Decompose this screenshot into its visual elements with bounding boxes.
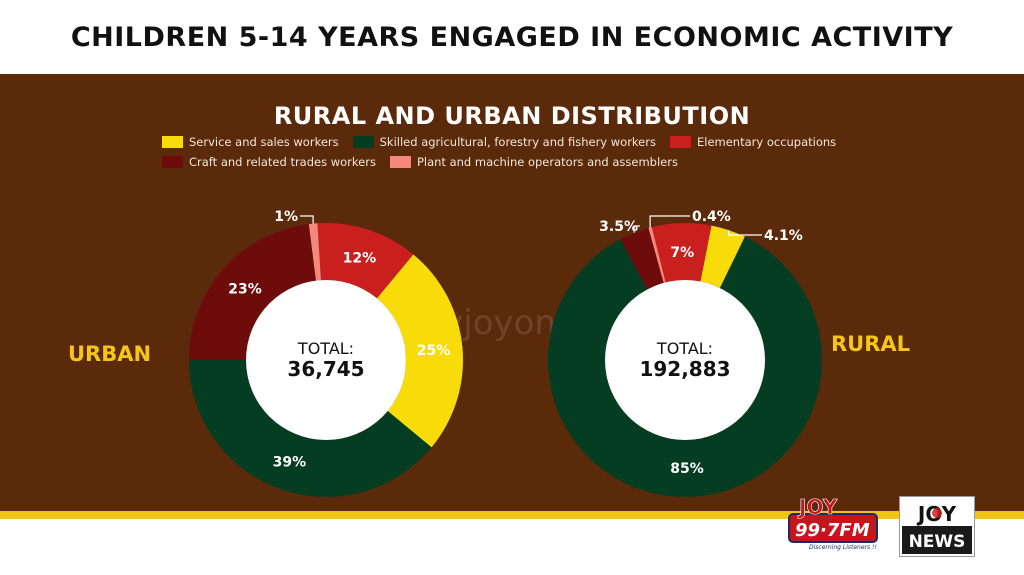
legend-row: Service and sales workers Skilled agricu… <box>162 132 882 152</box>
joy-fm-logo: JOY 99·7FM Discerning Listeners !! <box>787 494 879 552</box>
legend: Service and sales workers Skilled agricu… <box>162 132 882 172</box>
slice-label: 23% <box>228 282 262 298</box>
rural-donut-chart: 7% 4.1% 85% 3.5% 0.4% TOTAL:192,883 <box>548 209 822 497</box>
slice-label: 12% <box>343 250 377 266</box>
urban-donut-chart: 12% 25% 39% 23% 1% TOTAL:36,745 <box>189 209 463 498</box>
chart-panel: RURAL AND URBAN DISTRIBUTION Service and… <box>0 74 1024 511</box>
slice-label: 0.4% <box>692 209 731 225</box>
legend-label: Skilled agricultural, forestry and fishe… <box>379 135 656 149</box>
legend-label: Craft and related trades workers <box>189 155 376 169</box>
header: CHILDREN 5-14 YEARS ENGAGED IN ECONOMIC … <box>0 0 1024 74</box>
callout-line <box>727 230 762 236</box>
total-value: 36,745 <box>287 357 364 381</box>
donut-slice <box>189 360 432 498</box>
chart-subtitle: RURAL AND URBAN DISTRIBUTION <box>273 102 751 130</box>
gold-divider <box>0 511 1024 519</box>
legend-swatch <box>162 156 183 168</box>
donut-slice <box>620 227 664 290</box>
joy-news-bottom: NEWS <box>909 532 966 552</box>
donut-slice <box>317 223 414 299</box>
legend-label: Plant and machine operators and assemble… <box>416 155 678 169</box>
donut-hole <box>605 280 765 440</box>
donut-slice <box>700 225 745 289</box>
joy-fm-tagline: Discerning Listeners !! <box>809 544 877 551</box>
callout-line <box>300 215 314 224</box>
legend-item-service: Service and sales workers <box>162 135 339 149</box>
donut-slice <box>548 236 822 497</box>
legend-row: Craft and related trades workers Plant a… <box>162 152 882 172</box>
total-label: TOTAL: <box>297 339 354 358</box>
urban-side-label: URBAN <box>68 342 152 366</box>
legend-swatch <box>389 156 411 168</box>
callout-line <box>633 225 640 233</box>
slice-label: 4.1% <box>764 228 803 244</box>
legend-swatch <box>162 136 183 148</box>
legend-item-elementary: Elementary occupations <box>669 135 837 149</box>
legend-item-agricultural: Skilled agricultural, forestry and fishe… <box>352 135 656 149</box>
joy-fm-wordmark: JOY <box>797 495 838 519</box>
donut-slice <box>648 227 666 283</box>
donut-slice <box>189 224 316 360</box>
legend-swatch <box>669 136 691 148</box>
legend-item-craft: Craft and related trades workers <box>162 155 376 169</box>
donut-slice <box>376 254 463 448</box>
total-label: TOTAL: <box>656 339 713 358</box>
slice-label: 39% <box>273 455 307 471</box>
donut-slice <box>308 223 321 281</box>
slice-label: 1% <box>274 209 298 225</box>
slice-label: 7% <box>670 245 694 261</box>
slice-label: 25% <box>417 343 451 359</box>
legend-label: Elementary occupations <box>696 135 837 149</box>
legend-label: Service and sales workers <box>189 135 339 149</box>
slice-label: 85% <box>670 461 704 477</box>
legend-item-plant: Plant and machine operators and assemble… <box>389 155 678 169</box>
joy-fm-frequency: 99·7FM <box>795 520 870 541</box>
total-value: 192,883 <box>639 357 730 381</box>
donut-hole <box>246 280 406 440</box>
slice-label: 3.5% <box>599 219 638 235</box>
donut-slice <box>651 223 712 283</box>
callout-line <box>649 215 690 228</box>
legend-swatch <box>352 136 374 148</box>
joy-news-logo: JOY NEWS <box>900 497 974 556</box>
page-title: CHILDREN 5-14 YEARS ENGAGED IN ECONOMIC … <box>70 21 954 53</box>
rural-side-label: RURAL <box>831 332 911 356</box>
